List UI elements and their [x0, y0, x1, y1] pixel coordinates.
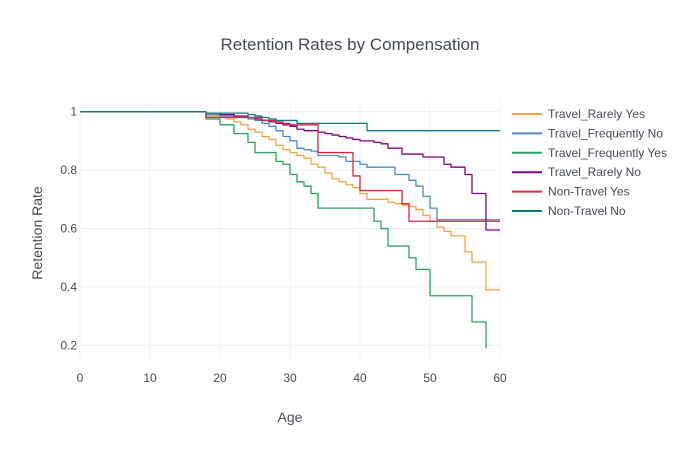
x-tick-label: 10 [143, 371, 157, 385]
x-axis-title: Age [278, 409, 303, 425]
series-line-5 [80, 111, 500, 132]
series-lines [80, 111, 500, 349]
x-tick-label: 30 [283, 371, 297, 385]
series-line-0 [80, 111, 500, 291]
legend-label: Travel_Rarely Yes [548, 107, 645, 121]
y-tick-label: 0.4 [60, 280, 77, 294]
x-axis-ticks: 0 10 20 30 40 50 60 [77, 371, 507, 385]
series-line-2 [80, 111, 487, 349]
x-tick-label: 0 [77, 371, 84, 385]
legend-label: Travel_Frequently No [548, 126, 663, 140]
y-tick-label: 1 [70, 105, 77, 119]
legend-label: Travel_Frequently Yes [548, 146, 667, 160]
y-axis-ticks: 0.2 0.4 0.6 0.8 1 [60, 105, 77, 353]
y-tick-label: 0.8 [60, 163, 77, 177]
chart-title: Retention Rates by Compensation [221, 35, 480, 54]
series-line-1 [80, 111, 500, 221]
x-tick-label: 60 [493, 371, 507, 385]
y-axis-title: Retention Rate [29, 186, 45, 280]
series-line-4 [80, 111, 500, 222]
legend-label: Non-Travel No [548, 204, 626, 218]
legend: Travel_Rarely Yes Travel_Frequently No Tra… [512, 107, 667, 218]
legend-label: Non-Travel Yes [548, 185, 630, 199]
y-tick-label: 0.6 [60, 222, 77, 236]
x-tick-label: 20 [213, 371, 227, 385]
x-tick-label: 40 [353, 371, 367, 385]
x-tick-label: 50 [423, 371, 437, 385]
y-tick-label: 0.2 [60, 338, 77, 352]
legend-label: Travel_Rarely No [548, 165, 641, 179]
